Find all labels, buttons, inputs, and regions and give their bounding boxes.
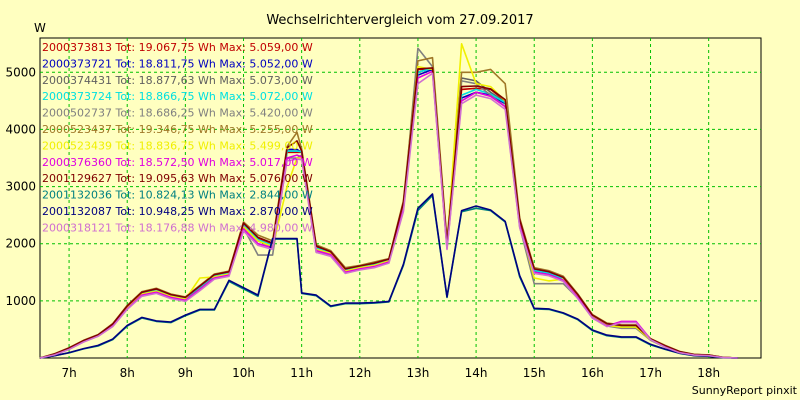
y-axis-unit: W	[34, 21, 46, 35]
legend-entry-11: 2001132087 Tot: 10.948,25 Wh Max: 2.870,…	[42, 205, 313, 218]
series-line-8	[39, 70, 738, 359]
x-tick-label: 14h	[465, 366, 488, 380]
legend-entry-8: 2000376360 Tot: 18.572,50 Wh Max: 5.017,…	[42, 156, 313, 169]
x-tick-label: 10h	[232, 366, 255, 380]
legend-entry-4: 2000373724 Tot: 18.866,75 Wh Max: 5.072,…	[42, 90, 313, 103]
x-tick-label: 18h	[697, 366, 720, 380]
y-tick-label: 1000	[5, 294, 36, 308]
x-tick-label: 8h	[120, 366, 135, 380]
x-tick-label: 7h	[61, 366, 76, 380]
series-lines	[39, 43, 738, 359]
plot-frame	[39, 37, 762, 359]
y-tick-label: 3000	[5, 180, 36, 194]
y-tick-label: 5000	[5, 65, 36, 79]
legend-entry-2: 2000373721 Tot: 18.811,75 Wh Max: 5.052,…	[42, 57, 313, 70]
series-line-7	[39, 43, 738, 359]
x-tick-label: 9h	[178, 366, 193, 380]
legend-entry-10: 2001132036 Tot: 10.824,13 Wh Max: 2.844,…	[42, 189, 313, 202]
x-tick-label: 16h	[581, 366, 604, 380]
x-axis: 7h 8h 9h 10h 11h 12h 13h 14h 15h 16h 17h 18h	[61, 366, 720, 380]
x-tick-label: 13h	[407, 366, 430, 380]
y-tick-label: 4000	[5, 122, 36, 136]
x-tick-label: 15h	[523, 366, 546, 380]
y-tick-label: 2000	[5, 237, 36, 251]
legend-entry-7: 2000523439 Tot: 18.836,75 Wh Max: 5.499,…	[42, 139, 313, 152]
chart-title: Wechselrichtervergleich vom 27.09.2017	[266, 13, 533, 28]
x-tick-label: 11h	[290, 366, 313, 380]
x-tick-label: 17h	[639, 366, 662, 380]
legend-entry-12: 2000318121 Tot: 18.176,88 Wh Max: 4.980,…	[42, 221, 313, 234]
legend-entry-1: 2000373813 Tot: 19.067,75 Wh Max: 5.059,…	[42, 41, 313, 54]
legend-entry-5: 2000502737 Tot: 18.686,25 Wh Max: 5.420,…	[42, 107, 313, 120]
legend-entry-6: 2000523437 Tot: 19.346,75 Wh Max: 5.255,…	[42, 123, 313, 136]
y-axis: 1000 2000 3000 4000 5000	[5, 65, 36, 308]
x-tick-label: 12h	[348, 366, 371, 380]
series-line-11	[39, 193, 738, 359]
legend-entry-3: 2000374431 Tot: 18.877,63 Wh Max: 5.073,…	[42, 74, 313, 87]
legend-entry-9: 2001129627 Tot: 19.095,63 Wh Max: 5.076,…	[42, 172, 313, 185]
series-line-12	[39, 72, 738, 359]
grid	[40, 38, 761, 358]
footer-credit: SunnyReport pinxit	[692, 384, 798, 397]
series-line-9	[39, 67, 738, 359]
legend: 2000373813 Tot: 19.067,75 Wh Max: 5.059,…	[42, 41, 313, 234]
series-line-10	[39, 194, 738, 359]
